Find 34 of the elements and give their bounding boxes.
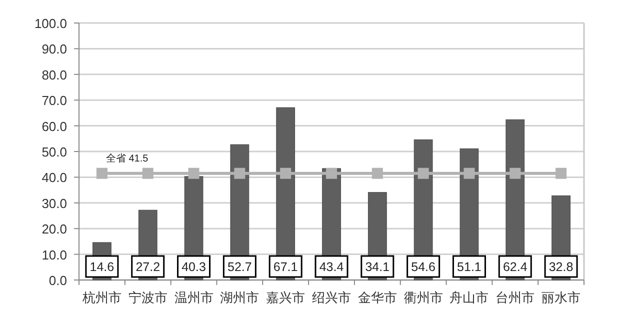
data-label: 34.1 bbox=[365, 260, 390, 274]
data-label: 14.6 bbox=[90, 260, 114, 274]
x-tick-label: 温州市 bbox=[174, 290, 214, 305]
data-label: 43.4 bbox=[319, 260, 344, 274]
annotation: 全省 41.5 bbox=[106, 152, 149, 164]
x-tick-label: 杭州市 bbox=[81, 290, 122, 305]
x-tick-label: 湖州市 bbox=[220, 290, 260, 305]
y-tick-label: 80.0 bbox=[42, 67, 67, 82]
x-tick-label: 金华市 bbox=[358, 290, 397, 305]
x-tick-label: 嘉兴市 bbox=[266, 290, 306, 305]
x-tick-label: 台州市 bbox=[496, 290, 535, 305]
y-tick-label: 20.0 bbox=[42, 222, 67, 237]
data-label: 67.1 bbox=[273, 260, 298, 274]
y-tick-label: 100.0 bbox=[34, 16, 67, 31]
data-label: 51.1 bbox=[457, 260, 482, 274]
y-tick-label: 30.0 bbox=[42, 196, 67, 211]
x-tick-label: 舟山市 bbox=[450, 290, 489, 305]
x-tick-label: 绍兴市 bbox=[312, 290, 351, 305]
data-label: 27.2 bbox=[136, 260, 160, 274]
data-label: 54.6 bbox=[411, 260, 436, 274]
x-tick-label: 衢州市 bbox=[404, 290, 443, 305]
data-label: 52.7 bbox=[228, 260, 252, 274]
y-tick-label: 0.0 bbox=[48, 273, 67, 288]
y-tick-label: 50.0 bbox=[42, 144, 67, 160]
y-tick-label: 10.0 bbox=[42, 247, 67, 262]
y-tick-label: 70.0 bbox=[42, 93, 67, 108]
data-label: 32.8 bbox=[548, 260, 574, 274]
y-tick-label: 90.0 bbox=[42, 42, 67, 57]
x-tick-label: 丽水市 bbox=[542, 290, 581, 305]
data-label: 62.4 bbox=[502, 260, 528, 274]
y-tick-label: 60.0 bbox=[42, 118, 67, 134]
x-tick-label: 宁波市 bbox=[128, 290, 168, 305]
y-tick-label: 40.0 bbox=[42, 170, 67, 186]
data-label: 40.3 bbox=[182, 260, 206, 274]
